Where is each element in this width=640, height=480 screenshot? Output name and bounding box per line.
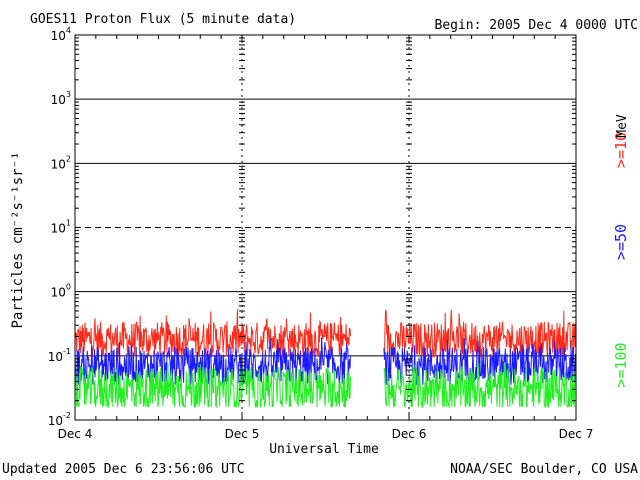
legend-entry: >=100	[612, 342, 630, 387]
svg-text:>=100: >=100	[612, 342, 630, 387]
svg-text:>=10: >=10	[612, 132, 630, 168]
updated-label: Updated 2005 Dec 6 23:56:06 UTC	[2, 462, 245, 477]
x-tick-label: Dec 7	[559, 427, 594, 441]
y-tick-label: 101	[51, 219, 71, 236]
x-tick-label: Dec 6	[392, 427, 427, 441]
x-axis-label: Universal Time	[269, 442, 379, 457]
grid	[75, 35, 576, 420]
legend-unit: MeV	[615, 114, 630, 138]
source-label: NOAA/SEC Boulder, CO USA	[450, 462, 638, 477]
svg-text:MeV: MeV	[615, 114, 630, 138]
plot-frame	[74, 34, 577, 421]
series-plot	[74, 309, 577, 409]
legend-entry: >=50	[612, 224, 630, 260]
svg-text:Particles cm⁻²s⁻¹sr⁻¹: Particles cm⁻²s⁻¹sr⁻¹	[10, 151, 26, 328]
y-tick-label: 10-1	[48, 347, 71, 364]
x-tick-label: Dec 4	[58, 427, 93, 441]
y-tick-label: 10-2	[48, 411, 71, 428]
chart-title: GOES11 Proton Flux (5 minute data)	[30, 12, 296, 27]
y-tick-label: 104	[51, 26, 71, 43]
y-tick-label: 100	[51, 283, 71, 300]
series-line	[74, 309, 577, 359]
y-axis-label: Particles cm⁻²s⁻¹sr⁻¹	[10, 151, 26, 328]
x-tick-labels: Dec 4 Dec 5 Dec 6 Dec 7	[58, 427, 594, 441]
legend-entry: >=10	[612, 132, 630, 168]
y-tick-label: 103	[51, 90, 71, 107]
series-line	[74, 362, 577, 409]
svg-text:>=50: >=50	[612, 224, 630, 260]
y-tick-label: 102	[51, 154, 71, 171]
x-tick-label: Dec 5	[225, 427, 260, 441]
y-tick-labels: 104 103 102 101 100 10-1 10-2	[48, 26, 71, 428]
begin-label: Begin: 2005 Dec 4 0000 UTC	[435, 18, 639, 33]
